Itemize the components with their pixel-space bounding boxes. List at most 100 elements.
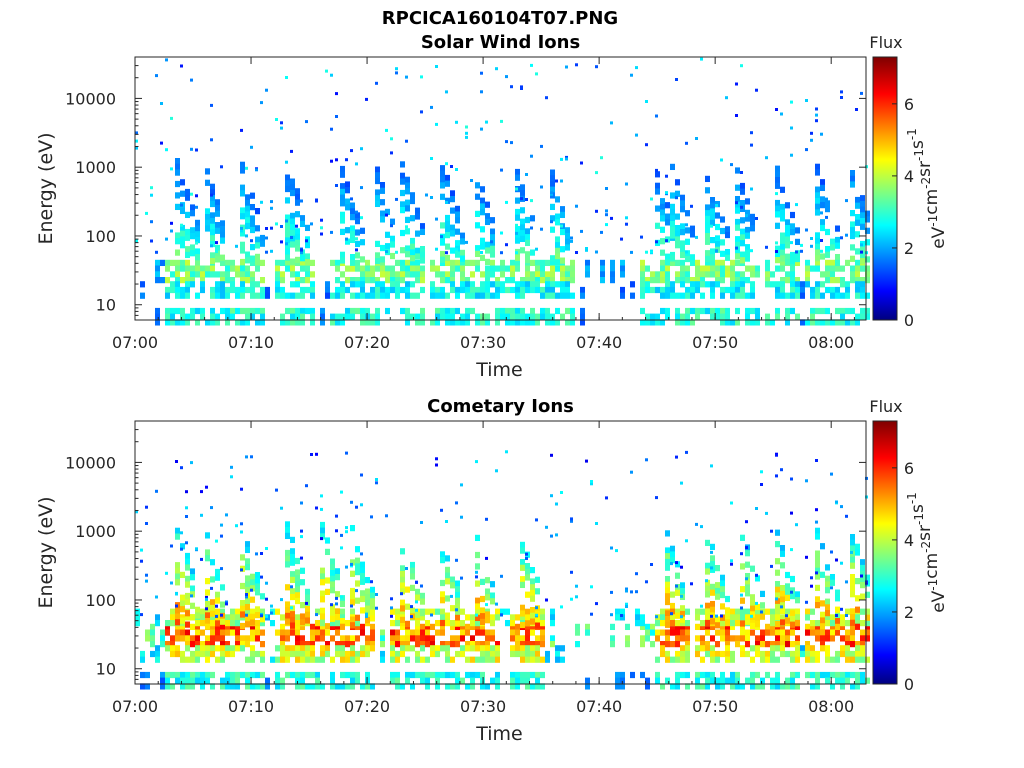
flux-cell [515,226,520,233]
flux-cell [310,629,315,636]
flux-cell [440,671,445,679]
flux-cell [480,281,485,288]
flux-cell [205,214,210,221]
flux-cell [390,241,395,248]
flux-cell [300,251,303,255]
flux-cell [475,210,480,218]
flux-cell [260,234,265,242]
flux-cell [745,608,750,615]
colorbar [873,421,897,684]
flux-cell [475,551,480,559]
flux-cell [535,247,538,251]
flux-cell [700,292,705,299]
flux-cell [450,281,455,288]
flux-cell [510,259,515,267]
flux-cell [305,650,310,658]
flux-cell [295,586,300,593]
flux-cell [720,591,725,599]
flux-cell [795,292,800,299]
flux-cell [190,271,195,278]
flux-cell [420,257,425,264]
flux-cell [525,228,530,235]
flux-cell [360,590,365,597]
flux-cell [725,677,730,684]
flux-cell [285,527,290,534]
flux-cell [850,574,855,581]
flux-cell [570,292,575,299]
flux-cell [220,237,225,244]
flux-cell [500,574,503,578]
flux-cell [820,219,825,226]
flux-cell [560,246,565,253]
flux-cell [270,249,273,253]
flux-cell [745,232,750,239]
flux-cell [515,254,520,261]
flux-cell [670,286,675,294]
flux-cell [185,490,188,494]
flux-cell [805,281,810,288]
flux-cell [435,217,438,221]
flux-cell [300,535,303,539]
flux-cell [210,193,213,197]
flux-cell [365,588,370,595]
flux-cell [850,255,855,262]
flux-cell [250,635,255,642]
flux-cell [415,247,420,254]
flux-cell [685,255,690,263]
flux-cell [175,292,180,299]
flux-cell [265,236,268,240]
flux-cell [665,292,670,299]
flux-cell [380,281,385,288]
flux-cell [725,254,730,261]
flux-cell [685,650,690,658]
flux-cell [260,614,263,618]
flux-cell [750,292,755,299]
flux-cell [760,656,765,663]
flux-cell [500,231,503,235]
flux-cell [375,252,380,259]
flux-cell [555,292,560,299]
flux-cell [300,635,305,642]
flux-cell [185,610,190,617]
flux-cell [805,319,810,326]
flux-cell [495,650,500,658]
flux-cell [525,313,530,320]
flux-cell [770,641,775,648]
flux-cell [835,242,840,249]
flux-cell [535,265,540,272]
flux-cell [645,635,650,642]
flux-cell [285,618,290,625]
flux-cell [140,656,145,663]
flux-cell [175,158,180,165]
flux-cell [320,537,323,541]
flux-cell [400,641,405,648]
flux-cell [345,181,350,188]
flux-cell [695,608,700,615]
flux-cell [355,292,360,299]
flux-cell [150,650,155,658]
flux-cell [795,255,800,263]
flux-cell [360,265,365,272]
flux-cell [195,656,200,663]
flux-cell [505,450,508,454]
flux-cell [420,265,425,272]
flux-cell [705,579,708,583]
flux-cell [710,271,715,278]
flux-cell [200,620,205,627]
flux-cell [530,595,535,602]
flux-cell [525,281,530,288]
flux-cell [830,586,833,590]
flux-cell [725,286,730,294]
flux-cell [220,618,225,625]
flux-cell [720,319,725,326]
flux-cell [440,645,445,652]
flux-cell [225,620,230,627]
flux-cell [530,618,535,625]
flux-cell [655,286,660,294]
flux-cell [540,614,545,621]
colorbar-tick-label: 0 [904,311,914,330]
flux-cell [465,292,470,299]
flux-cell [445,254,450,262]
flux-cell [630,73,633,77]
flux-cell [285,185,290,193]
